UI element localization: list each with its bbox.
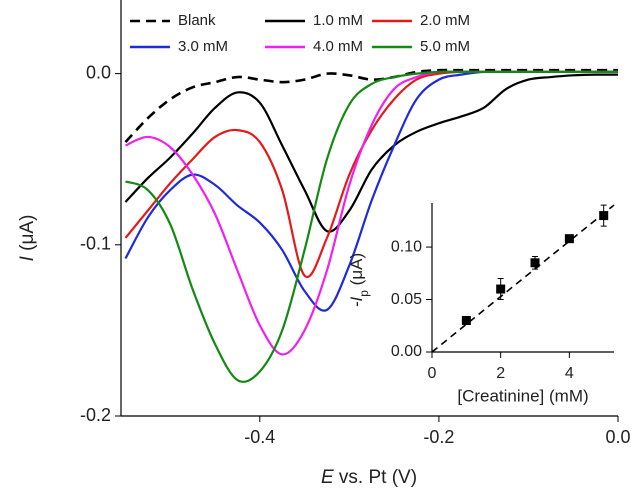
y-axis-title-rest: (μA) [347, 253, 366, 290]
y-axis-title: -Ip (μA) [347, 253, 371, 307]
y-axis-title-rest: (μA) [17, 215, 38, 257]
y-axis-title: I (μA) [17, 215, 38, 262]
y-axis-title-main: -I [347, 296, 366, 307]
x-tick-label: -0.4 [244, 427, 275, 447]
legend-label: 1.0 mM [313, 12, 363, 29]
legend-label: 2.0 mM [420, 12, 470, 29]
fit-line [431, 204, 615, 353]
data-point [496, 284, 506, 294]
data-line [124, 68, 618, 143]
y-tick-label: -0.2 [80, 405, 111, 425]
data-line [125, 70, 618, 356]
y-tick-label: -0.1 [80, 234, 111, 254]
y-tick-label: 0.05 [391, 291, 422, 308]
x-tick-label: -0.2 [423, 427, 454, 447]
x-tick-label: 0 [428, 365, 437, 382]
x-axis-title-rest: vs. Pt (V) [334, 467, 417, 488]
data-line [124, 73, 619, 233]
x-axis-title: E vs. Pt (V) [321, 467, 417, 488]
legend-label: 4.0 mM [313, 38, 363, 55]
legend-label: 5.0 mM [420, 38, 470, 55]
x-axis-title: [Creatinine] (mM) [457, 386, 588, 405]
y-tick-label: 0.0 [86, 62, 111, 82]
data-line [124, 70, 618, 312]
x-tick-label: 4 [565, 365, 574, 382]
legend-label: Blank [178, 12, 216, 29]
x-axis-title-italic: E [321, 467, 334, 488]
y-axis-title-sub: p [357, 290, 371, 297]
y-tick-label: 0.00 [391, 343, 422, 360]
y-tick-label: 0.10 [391, 238, 422, 255]
data-point [564, 234, 574, 244]
data-point [461, 316, 471, 326]
y-axis-title-italic: I [17, 255, 38, 261]
x-tick-label: 2 [496, 365, 505, 382]
x-tick-label: 0.0 [605, 427, 630, 447]
data-point [599, 211, 609, 221]
data-point [530, 258, 540, 268]
data-line [125, 70, 618, 383]
legend-label: 3.0 mM [178, 38, 228, 55]
